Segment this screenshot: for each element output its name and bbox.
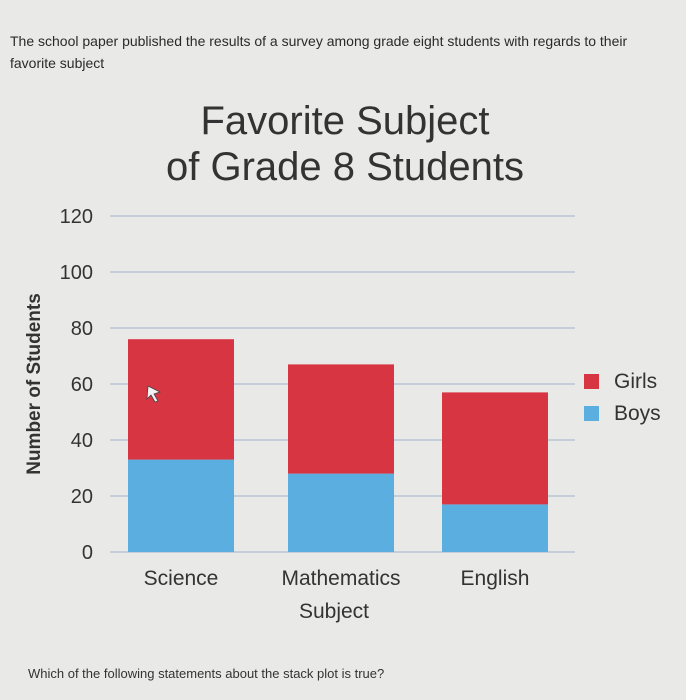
y-tick-label: 20 bbox=[71, 486, 93, 508]
y-axis-label: Number of Students bbox=[24, 293, 45, 475]
y-tick-label: 0 bbox=[82, 542, 93, 564]
y-tick-label: 100 bbox=[60, 262, 93, 284]
y-tick-label: 40 bbox=[71, 430, 93, 452]
legend-swatch-boys bbox=[584, 406, 599, 421]
chart-title: Favorite Subject of Grade 8 Students bbox=[120, 98, 570, 190]
chart-title-line-2: of Grade 8 Students bbox=[165, 145, 524, 189]
cursor-icon bbox=[146, 385, 162, 403]
question-text: Which of the following statements about … bbox=[28, 666, 385, 681]
legend-label-girls: Girls bbox=[614, 370, 657, 393]
chart-title-line-1: Favorite Subject bbox=[200, 99, 490, 143]
x-tick-label: English bbox=[461, 567, 530, 590]
bar-girls-science bbox=[128, 339, 234, 460]
x-tick-label: Mathematics bbox=[281, 567, 400, 590]
bar-boys-science bbox=[128, 459, 234, 552]
legend-label-boys: Boys bbox=[614, 402, 661, 425]
legend-swatch-girls bbox=[584, 374, 599, 389]
x-tick-label: Science bbox=[144, 567, 219, 590]
y-tick-label: 120 bbox=[60, 206, 93, 228]
y-tick-label: 80 bbox=[71, 318, 93, 340]
y-tick-label: 60 bbox=[71, 374, 93, 396]
bar-boys-english bbox=[442, 504, 548, 552]
intro-text: The school paper published the results o… bbox=[10, 33, 628, 71]
bar-girls-mathematics bbox=[288, 364, 394, 474]
x-axis-label: Subject bbox=[299, 600, 369, 623]
bar-girls-english bbox=[442, 392, 548, 505]
chart-area: Favorite Subject of Grade 8 Students 0 20… bbox=[0, 90, 686, 650]
stacked-bar-chart: 0 20 40 60 80 100 120 Number of Students Science… bbox=[24, 206, 661, 623]
bar-boys-mathematics bbox=[288, 473, 394, 552]
